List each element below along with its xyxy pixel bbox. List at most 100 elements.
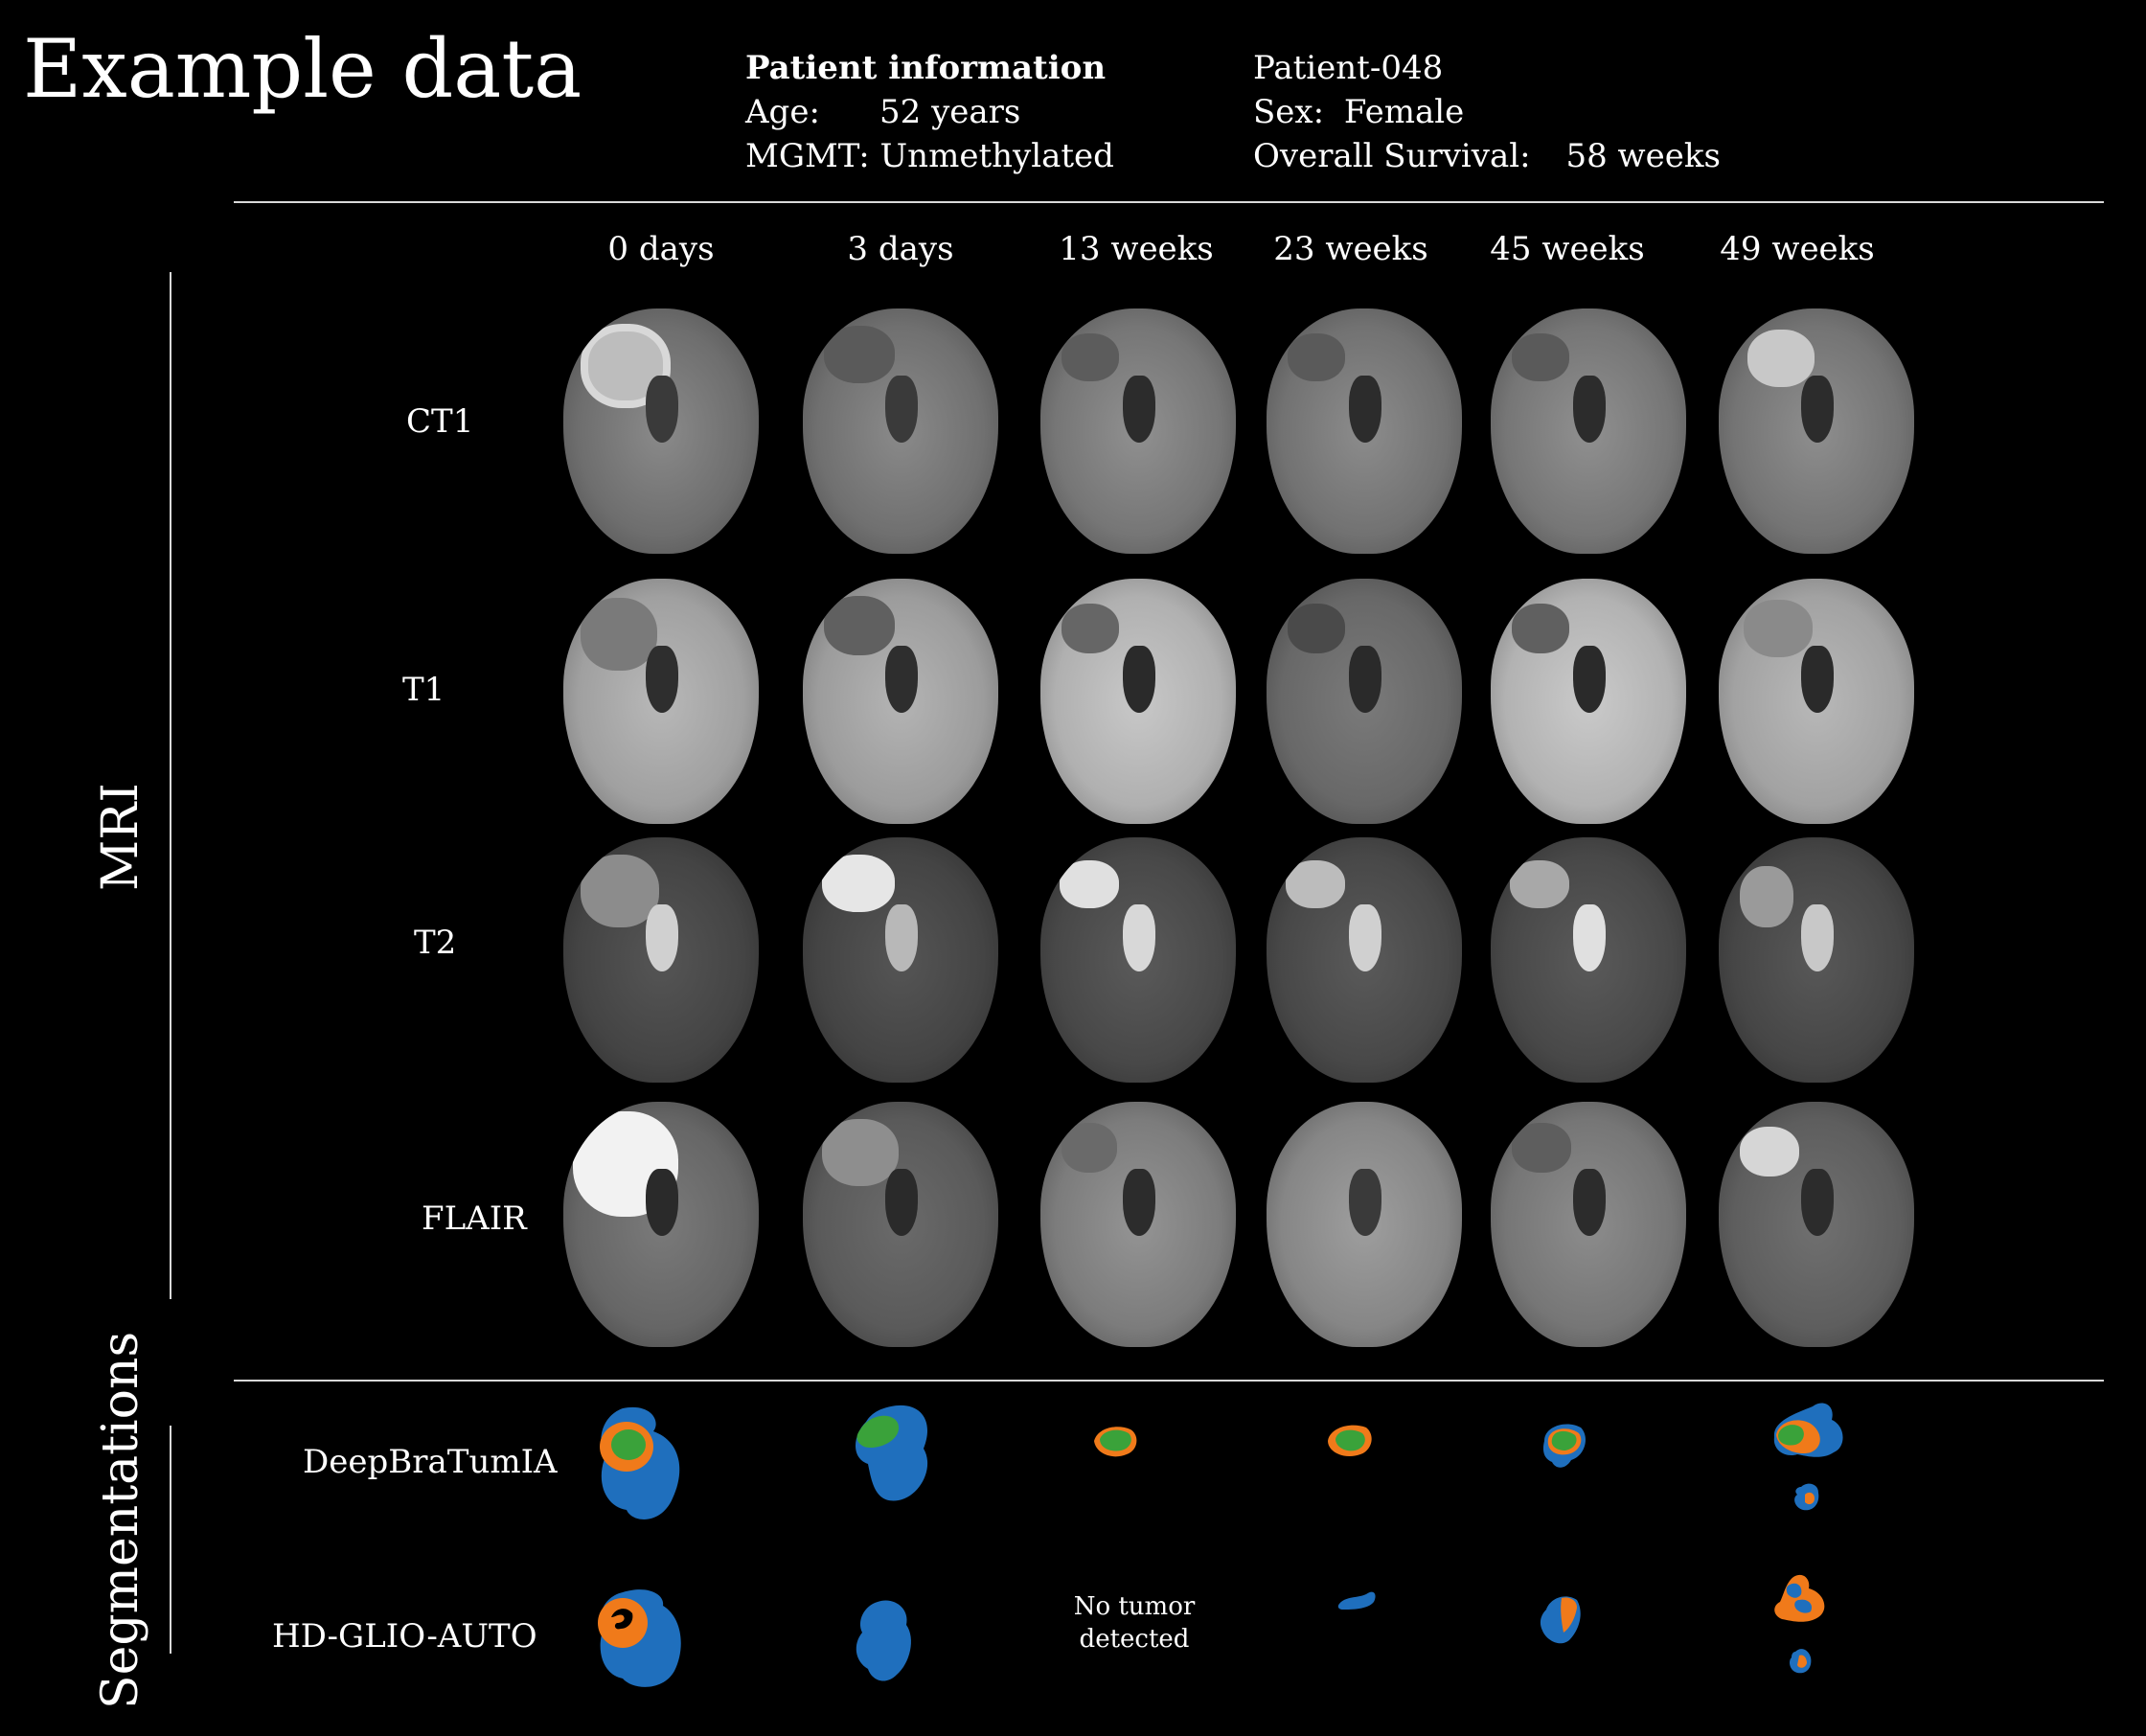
mri-scan-t2-45weeks [1491,837,1686,1083]
mgmt-value: Unmethylated [879,137,1114,175]
ventricle [1349,1169,1381,1236]
mri-scan-t2-0days [563,837,759,1083]
mri-scan-t1-45weeks [1491,579,1686,824]
no-tumor-note-line: No tumor [1073,1592,1196,1621]
ventricle [1123,646,1155,713]
segmentation-hdglio-45weeks [1540,1596,1581,1644]
mri-scan-flair-45weeks [1491,1102,1686,1347]
mri-scan-t2-13weeks [1040,837,1236,1083]
resection-cavity [824,326,895,383]
sex-label: Sex: [1253,93,1325,131]
tumor-region [581,855,659,927]
segmentation-hdglio-23weeks [1337,1591,1376,1610]
segmentation-hdglio-49weeks [1774,1574,1825,1674]
ventricle [1349,376,1381,443]
page-title: Example data [23,22,582,116]
tumor-region [581,324,671,408]
tumor-region [1740,866,1793,927]
segmentation-divider [234,1380,2104,1382]
mri-scan-ct1-3days [803,308,998,554]
ventricle [885,1169,918,1236]
tumor-region [1747,330,1815,387]
header-divider [234,201,2104,203]
no-tumor-note: No tumor detected [1067,1590,1201,1656]
survival-value: 58 weeks [1565,137,1721,175]
resection-cavity [1062,604,1119,653]
ventricle [1573,376,1606,443]
method-label-deepbratumia: DeepBraTumIA [303,1443,558,1481]
patient-info-heading: Patient information [745,49,1107,87]
mgmt-row: MGMT: Unmethylated [745,134,1114,178]
ventricle [646,1169,678,1236]
timepoint-label: 0 days [607,230,715,268]
ventricle [1573,1169,1606,1236]
mri-scan-flair-49weeks [1719,1102,1914,1347]
ventricle [1801,376,1834,443]
ventricle [1801,1169,1834,1236]
ventricle [1573,904,1606,971]
timepoint-label: 13 weeks [1059,230,1214,268]
mri-scan-t1-23weeks [1267,579,1462,824]
mri-scan-t1-49weeks [1719,579,1914,824]
mri-bracket-line [170,272,171,1299]
age-row: Age: 52 years [745,90,1114,134]
no-tumor-note-line: detected [1079,1625,1190,1654]
ventricle [1801,646,1834,713]
patient-info-block: Patient information Age: 52 years MGMT: U… [745,46,1114,178]
ventricle [646,904,678,971]
ventricle [885,646,918,713]
sequence-label-ct1: CT1 [406,402,474,441]
age-value: 52 years [879,93,1021,131]
resection-cavity [1288,604,1345,653]
resection-cavity [1062,333,1119,381]
ventricle [1349,904,1381,971]
ventricle [1801,904,1834,971]
mri-scan-ct1-13weeks [1040,308,1236,554]
mri-scan-t1-13weeks [1040,579,1236,824]
resection-cavity [1512,604,1569,653]
mri-scan-t2-49weeks [1719,837,1914,1083]
sequence-label-flair: FLAIR [422,1199,527,1238]
resection-cavity [1286,860,1345,908]
segmentation-hdglio-3days [856,1600,911,1681]
mri-scan-flair-3days [803,1102,998,1347]
ventricle [1349,646,1381,713]
segmentation-deepbratumia-3days [856,1405,928,1501]
patient-id: Patient-048 [1253,49,1444,87]
mri-scan-t1-0days [563,579,759,824]
sequence-label-t2: T2 [414,924,457,962]
sex-row: Sex: Female [1253,90,1721,134]
ventricle [1123,904,1155,971]
resection-cavity [1062,1123,1117,1173]
timepoint-label: 49 weeks [1720,230,1875,268]
mgmt-label: MGMT: [745,137,870,175]
segmentations-section-label: Segmentations [92,1331,149,1709]
ventricle [885,376,918,443]
ventricle [885,904,918,971]
sex-value: Female [1343,93,1465,131]
mri-section-label: MRI [92,783,149,891]
timepoint-label: 3 days [847,230,954,268]
timepoint-label: 45 weeks [1490,230,1645,268]
mri-scan-flair-0days [563,1102,759,1347]
tumor-region [1740,1127,1799,1176]
mri-scan-ct1-23weeks [1267,308,1462,554]
resection-cavity [1288,333,1345,381]
mri-scan-t2-3days [803,837,998,1083]
mri-scan-ct1-0days [563,308,759,554]
mri-scan-flair-13weeks [1040,1102,1236,1347]
resection-cavity [1512,333,1569,381]
sequence-label-t1: T1 [402,671,445,709]
survival-row: Overall Survival: 58 weeks [1253,134,1721,178]
segmentation-deepbratumia-45weeks [1542,1424,1586,1468]
patient-summary-block: Patient-048 Sex: Female Overall Survival… [1253,46,1721,178]
resection-cavity [824,596,895,655]
survival-label: Overall Survival: [1253,137,1531,175]
ventricle [1123,376,1155,443]
segmentations-bracket-line [170,1426,171,1654]
ventricle [646,376,678,443]
segmentation-deepbratumia-23weeks [1328,1425,1372,1457]
timepoint-label: 23 weeks [1273,230,1428,268]
ventricle [1123,1169,1155,1236]
age-label: Age: [745,93,820,131]
